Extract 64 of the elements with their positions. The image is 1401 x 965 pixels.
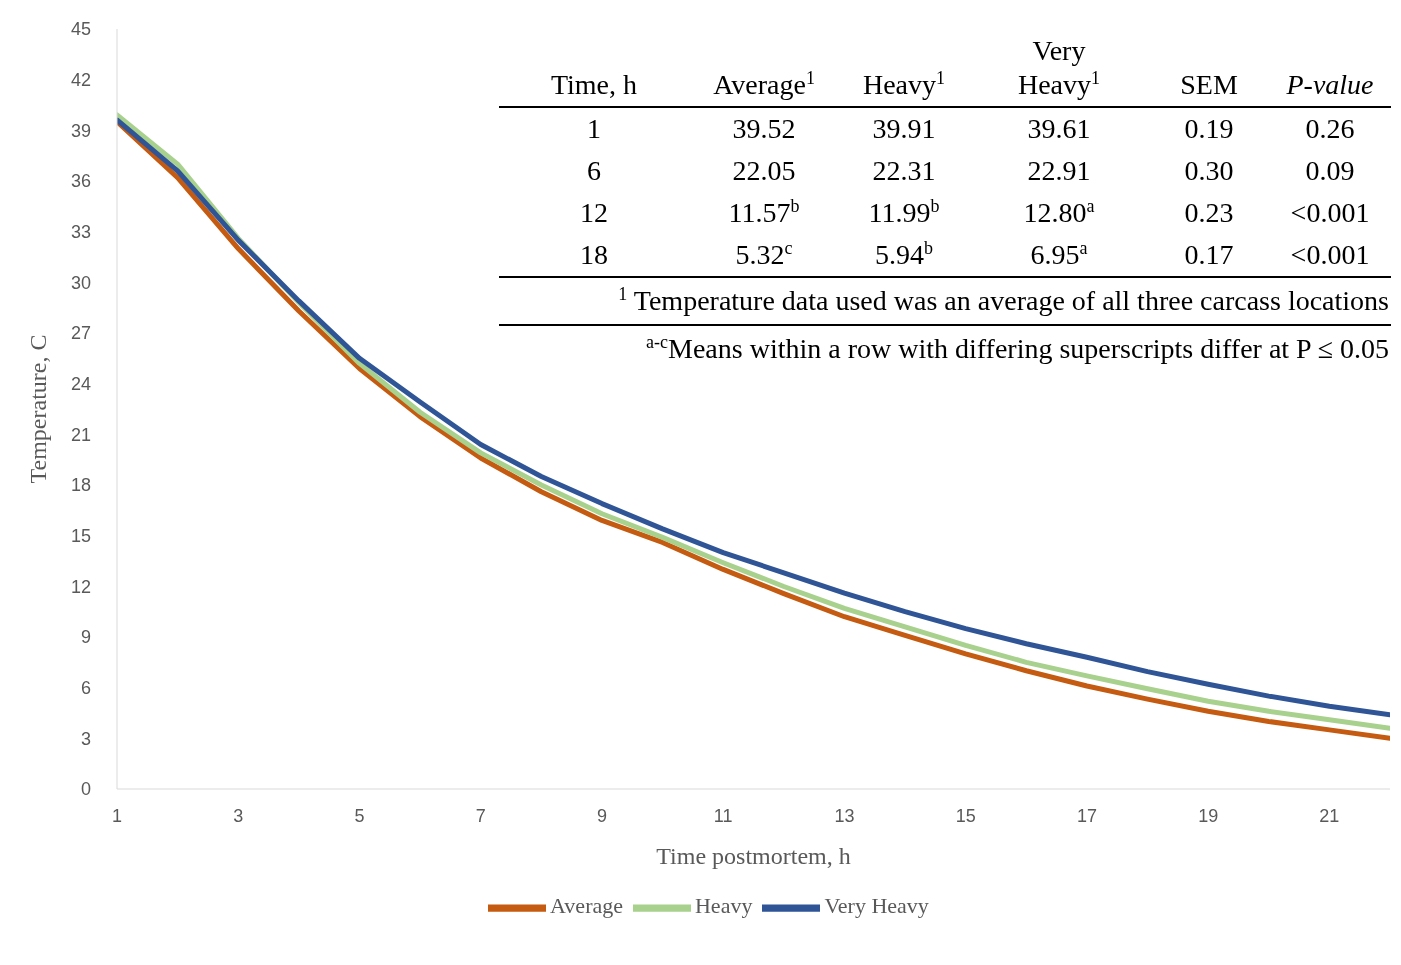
annotation: 6.95$^{a}$ [1029,237,1089,272]
annotation: P-value [1285,68,1375,102]
annotation: 12 [579,196,609,230]
x-tick-label: 15 [955,805,976,826]
annotation: 11.57$^{b}$ [727,195,801,230]
y-tick-label: 39 [70,120,91,141]
annotation: 0.23 [1183,196,1235,230]
annotation: $^{1}$ Temperature data used was an average of all three carcass locations [499,277,1391,325]
x-tick-label: 11 [713,805,733,826]
annotation: 39.61 [1026,112,1092,146]
y-tick-label: 15 [70,526,91,547]
x-tick-label: 1 [111,805,123,826]
annotation: 0.26 [1304,112,1356,146]
annotation: 18 [579,238,609,272]
annotation: 0.17 [1183,238,1235,272]
x-tick-label: 19 [1198,805,1219,826]
y-tick-label: 3 [80,728,91,749]
annotation: 0.19 [1183,112,1235,146]
annotation: Time, h [549,68,639,102]
y-tick-label: 24 [70,374,91,395]
x-tick-label: 5 [354,805,365,826]
annotation: 22.31 [871,154,937,188]
annotation: 22.91 [1026,154,1092,188]
x-tick-label: 17 [1076,805,1097,826]
x-tick-label: 9 [596,805,607,826]
y-tick-label: 6 [80,678,91,699]
legend-label: Average [550,893,623,919]
y-tick-label: 27 [70,323,91,344]
annotation: Very Heavy$^{1}$ [1016,34,1102,102]
y-axis-title: Temperature, C [24,334,51,484]
annotation: 22.05 [731,154,797,188]
annotation: 1 [586,112,602,146]
annotation: 11.99$^{b}$ [867,195,941,230]
y-tick-label: 30 [70,272,91,293]
annotation: Average$^{1}$ [712,67,816,102]
x-axis-title: Time postmortem, h [656,843,851,870]
y-tick-label: 45 [70,19,91,40]
annotation: 0.30 [1183,154,1235,188]
annotation: 39.91 [871,112,937,146]
y-tick-label: 42 [70,70,91,91]
legend-label: Heavy [694,893,753,919]
annotation: <0.001 [1289,238,1371,272]
annotation: <0.001 [1289,196,1371,230]
annotation: 6 [586,154,602,188]
x-tick-label: 3 [233,805,244,826]
annotation: Heavy$^{1}$ [861,67,947,102]
y-tick-label: 18 [70,475,91,496]
annotation: 12.80$^{a}$ [1022,195,1096,230]
annotation: SEM [1179,68,1239,102]
y-tick-label: 33 [70,222,91,243]
y-tick-label: 12 [70,576,91,597]
y-tick-label: 21 [70,424,91,445]
y-tick-label: 36 [70,171,91,192]
y-tick-label: 9 [80,627,91,648]
annotation: $^{a-c}$Means within a row with differing superscripts differ at P ≤ 0.05 [645,330,1390,366]
y-tick-label: 0 [80,779,91,800]
x-tick-label: 21 [1319,805,1340,826]
annotation: 5.94$^{b}$ [874,237,934,272]
annotation: 5.32$^{c}$ [734,237,794,272]
legend-label: Very Heavy [824,893,929,919]
x-tick-label: 7 [475,805,486,826]
annotation: 39.52 [731,112,797,146]
annotation: 0.09 [1304,154,1356,188]
x-tick-label: 13 [834,805,855,826]
